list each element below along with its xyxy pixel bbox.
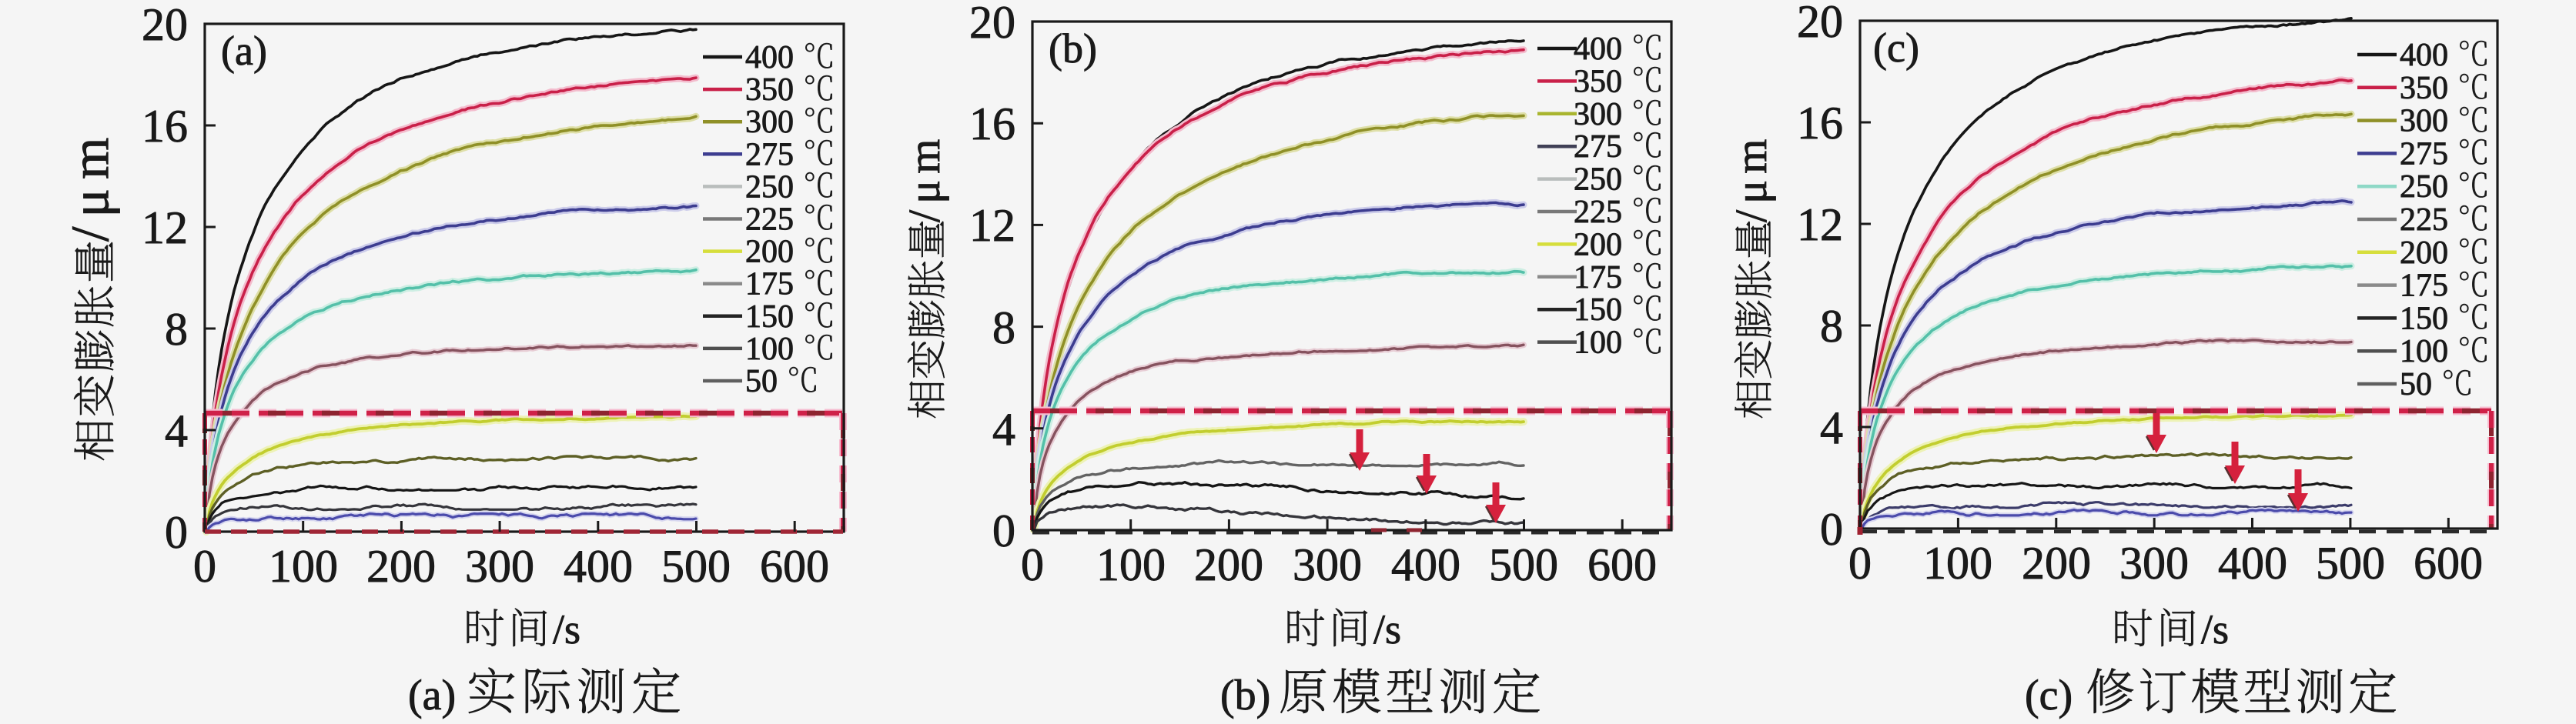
svg-text:100: 100 (1574, 325, 1622, 361)
svg-text:12: 12 (142, 202, 188, 253)
svg-text:0: 0 (165, 507, 188, 558)
svg-text:400: 400 (745, 40, 794, 75)
svg-text:200: 200 (366, 541, 436, 592)
svg-text:300: 300 (1293, 539, 1362, 590)
svg-text:275: 275 (745, 137, 794, 172)
svg-text:/s: /s (2201, 606, 2229, 652)
svg-text:(a): (a) (408, 672, 456, 719)
svg-text:600: 600 (760, 541, 829, 592)
svg-text:300: 300 (1574, 97, 1622, 132)
svg-text:100: 100 (2400, 334, 2448, 369)
svg-text:/μm: /μm (61, 128, 120, 242)
svg-text:12: 12 (969, 200, 1015, 251)
svg-text:300: 300 (2119, 538, 2189, 589)
svg-text:20: 20 (142, 0, 188, 50)
svg-text:200: 200 (2400, 235, 2448, 271)
svg-text:250: 250 (1574, 162, 1622, 198)
svg-text:300: 300 (465, 541, 534, 592)
svg-text:200: 200 (2022, 538, 2091, 589)
svg-text:225: 225 (1574, 195, 1622, 230)
svg-text:400: 400 (2400, 38, 2448, 73)
svg-text:500: 500 (661, 541, 731, 592)
svg-text:500: 500 (1489, 539, 1558, 590)
svg-text:600: 600 (2414, 538, 2483, 589)
svg-text:175: 175 (745, 267, 794, 302)
svg-text:16: 16 (1797, 98, 1843, 148)
svg-text:500: 500 (2316, 538, 2385, 589)
svg-text:/s: /s (553, 606, 580, 652)
svg-text:(c): (c) (1873, 25, 1919, 71)
svg-text:0: 0 (1820, 504, 1843, 555)
svg-text:0: 0 (1021, 539, 1044, 590)
svg-text:150: 150 (1574, 292, 1622, 328)
svg-text:150: 150 (745, 299, 794, 335)
svg-text:175: 175 (2400, 269, 2448, 304)
svg-text:300: 300 (745, 105, 794, 140)
svg-text:8: 8 (165, 304, 188, 355)
svg-text:200: 200 (745, 235, 794, 270)
svg-text:150: 150 (2400, 301, 2448, 336)
svg-text:350: 350 (2400, 71, 2448, 106)
svg-text:0: 0 (193, 541, 216, 592)
svg-text:400: 400 (1391, 539, 1460, 590)
svg-text:400: 400 (1574, 32, 1622, 67)
svg-text:4: 4 (1820, 402, 1843, 453)
svg-text:/s: /s (1373, 606, 1401, 652)
svg-text:12: 12 (1797, 199, 1843, 250)
svg-text:4: 4 (992, 404, 1015, 455)
svg-text:/μm: /μm (1726, 133, 1776, 222)
svg-text:/μm: /μm (899, 133, 949, 222)
svg-text:100: 100 (745, 332, 794, 367)
svg-text:4: 4 (165, 405, 188, 456)
svg-text:225: 225 (2400, 202, 2448, 238)
svg-text:600: 600 (1587, 539, 1657, 590)
svg-text:275: 275 (2400, 136, 2448, 172)
svg-text:200: 200 (1194, 539, 1263, 590)
svg-text:0: 0 (1848, 538, 1872, 589)
svg-text:0: 0 (992, 505, 1015, 556)
svg-text:100: 100 (1923, 538, 1992, 589)
svg-text:350: 350 (1574, 64, 1622, 99)
svg-text:175: 175 (1574, 260, 1622, 295)
svg-text:8: 8 (992, 302, 1015, 353)
svg-text:20: 20 (1797, 0, 1843, 47)
svg-text:20: 20 (969, 0, 1015, 48)
svg-text:16: 16 (969, 98, 1015, 149)
svg-text:16: 16 (142, 101, 188, 152)
svg-text:(b): (b) (1049, 25, 1097, 72)
svg-text:275: 275 (1574, 129, 1622, 165)
svg-text:50: 50 (745, 364, 778, 399)
svg-text:(a): (a) (221, 28, 267, 74)
svg-text:350: 350 (745, 72, 794, 108)
svg-text:225: 225 (745, 202, 794, 238)
svg-text:8: 8 (1820, 301, 1843, 352)
svg-text:(c): (c) (2025, 672, 2073, 719)
svg-text:100: 100 (269, 541, 338, 592)
svg-text:100: 100 (1096, 539, 1166, 590)
svg-text:200: 200 (1574, 227, 1622, 262)
svg-text:50: 50 (2400, 367, 2432, 402)
svg-text:400: 400 (564, 541, 633, 592)
svg-text:400: 400 (2218, 538, 2287, 589)
svg-text:250: 250 (745, 169, 794, 205)
svg-text:(b): (b) (1220, 672, 1270, 719)
svg-text:300: 300 (2400, 104, 2448, 139)
svg-text:250: 250 (2400, 169, 2448, 205)
